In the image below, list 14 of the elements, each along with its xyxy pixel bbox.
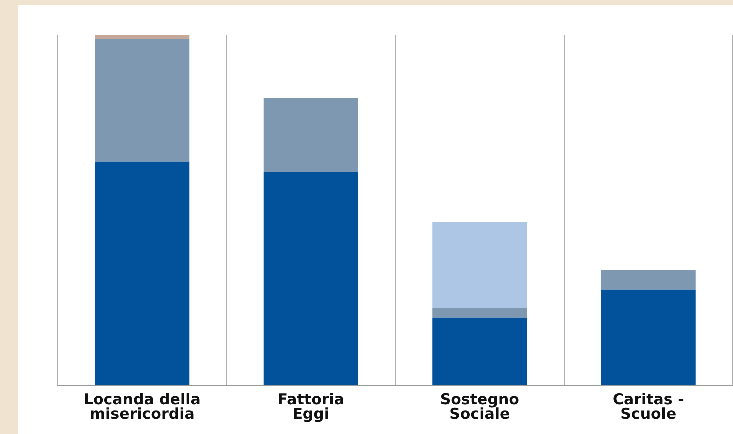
x-tick-label: Sostegno Sociale	[440, 390, 520, 423]
x-tick-label: Caritas - Scuole	[612, 390, 684, 423]
bar	[601, 290, 696, 386]
bar	[95, 39, 190, 162]
bar	[95, 35, 190, 40]
bar	[95, 162, 190, 386]
bar	[432, 318, 528, 386]
bar	[264, 98, 358, 172]
x-tick-label: Fattoria Eggi	[278, 390, 345, 423]
bar	[432, 222, 528, 308]
x-tick-label: Locanda della misericordia	[84, 390, 201, 423]
bar	[432, 308, 528, 318]
bar	[601, 270, 696, 290]
bar	[264, 172, 358, 386]
